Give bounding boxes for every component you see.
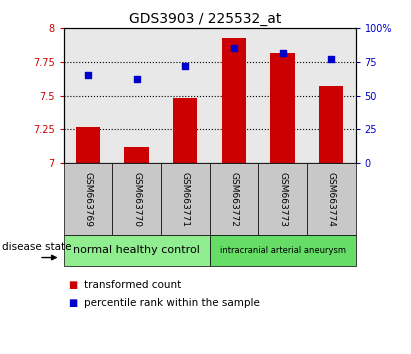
Text: GDS3903 / 225532_at: GDS3903 / 225532_at: [129, 12, 282, 27]
Text: intracranial arterial aneurysm: intracranial arterial aneurysm: [219, 246, 346, 255]
Text: disease state: disease state: [2, 242, 72, 252]
Text: ■: ■: [68, 280, 77, 290]
Bar: [270, 52, 295, 163]
Bar: [319, 86, 343, 163]
Text: transformed count: transformed count: [84, 280, 182, 290]
Text: GSM663770: GSM663770: [132, 172, 141, 227]
Bar: [76, 126, 100, 163]
Point: [231, 46, 237, 51]
Text: GSM663773: GSM663773: [278, 172, 287, 227]
Point: [182, 63, 189, 69]
Text: normal healthy control: normal healthy control: [73, 245, 200, 256]
Bar: [125, 147, 149, 163]
Point: [134, 76, 140, 82]
Text: GSM663774: GSM663774: [327, 172, 336, 227]
Text: GSM663772: GSM663772: [229, 172, 238, 227]
Text: ■: ■: [68, 298, 77, 308]
Text: percentile rank within the sample: percentile rank within the sample: [84, 298, 260, 308]
Bar: [173, 98, 197, 163]
Point: [279, 50, 286, 55]
Point: [328, 56, 335, 62]
Point: [85, 73, 91, 78]
Text: GSM663769: GSM663769: [83, 172, 92, 227]
Text: GSM663771: GSM663771: [181, 172, 190, 227]
Bar: [222, 38, 246, 163]
